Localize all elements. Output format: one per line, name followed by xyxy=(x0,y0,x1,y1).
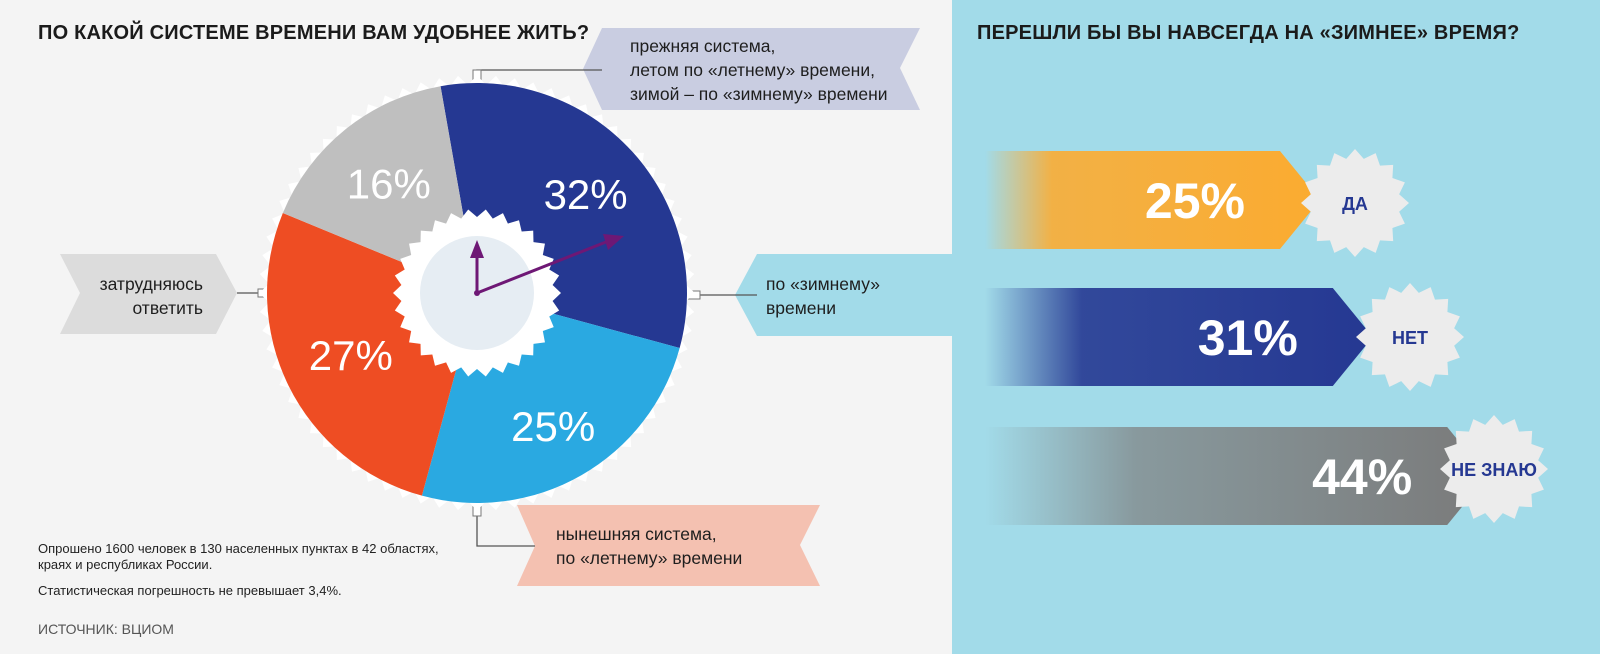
donut-label-winter: 25% xyxy=(511,403,595,450)
survey-note: Опрошено 1600 человек в 130 населенных п… xyxy=(38,541,439,573)
arrow-bar-dk xyxy=(985,427,1488,525)
old-system-callout xyxy=(583,28,920,110)
old-system-label-line: летом по «летнему» времени, xyxy=(630,60,875,80)
hard-callout xyxy=(60,254,237,334)
clock-minute-arrow xyxy=(603,234,624,250)
survey-note-line: Опрошено 1600 человек в 130 населенных п… xyxy=(38,541,439,556)
badge-yes xyxy=(1301,149,1409,257)
arrow-bar-no xyxy=(985,288,1373,386)
hard-label-line: ответить xyxy=(132,298,203,318)
hard-label: затрудняюсь ответить xyxy=(60,272,203,320)
source-note: ИСТОЧНИК: ВЦИОМ xyxy=(38,621,174,637)
donut-label-old-system: 32% xyxy=(544,171,628,218)
badge-no xyxy=(1356,283,1464,391)
winter-callout xyxy=(735,254,952,336)
winter-label: по «зимнему» времени xyxy=(766,272,880,320)
current-label-line: по «летнему» времени xyxy=(556,548,743,568)
survey-note-line: краях и республиках России. xyxy=(38,557,213,572)
hard-label-line: затрудняюсь xyxy=(99,274,203,294)
arrow-value-yes: 25% xyxy=(1145,173,1245,229)
donut-label-hard: 16% xyxy=(347,160,431,207)
donut-label-current: 27% xyxy=(309,332,393,379)
old-system-label: прежняя система, летом по «летнему» врем… xyxy=(630,34,888,106)
arrow-value-dk: 44% xyxy=(1312,449,1412,505)
badge-label-dk: НЕ ЗНАЮ xyxy=(1451,460,1537,480)
badge-label-yes: ДА xyxy=(1342,194,1368,214)
winter-label-line: по «зимнему» xyxy=(766,274,880,294)
arrow-bars: 25% ДА 31% НЕТ 44% НЕ ЗНАЮ xyxy=(985,149,1548,525)
badge-dk xyxy=(1440,415,1548,523)
clock-hour-arrow xyxy=(470,240,484,258)
current-label: нынешняя система, по «летнему» времени xyxy=(556,522,742,570)
badge-label-no: НЕТ xyxy=(1392,328,1428,348)
clock xyxy=(399,215,624,371)
current-callout xyxy=(517,505,820,586)
error-note: Статистическая погрешность не превышает … xyxy=(38,583,342,598)
current-label-line: нынешняя система, xyxy=(556,524,717,544)
clock-center xyxy=(474,290,480,296)
old-system-label-line: прежняя система, xyxy=(630,36,776,56)
arrow-value-no: 31% xyxy=(1198,310,1298,366)
right-chart-title: ПЕРЕШЛИ БЫ ВЫ НАВСЕГДА НА «ЗИМНЕЕ» ВРЕМЯ… xyxy=(977,22,1520,44)
arrow-bar-yes xyxy=(985,151,1320,249)
left-chart-title: ПО КАКОЙ СИСТЕМЕ ВРЕМЕНИ ВАМ УДОБНЕЕ ЖИТ… xyxy=(38,22,590,44)
winter-label-line: времени xyxy=(766,298,836,318)
old-system-label-line: зимой – по «зимнему» времени xyxy=(630,84,888,104)
clock-minute-hand xyxy=(476,240,607,295)
